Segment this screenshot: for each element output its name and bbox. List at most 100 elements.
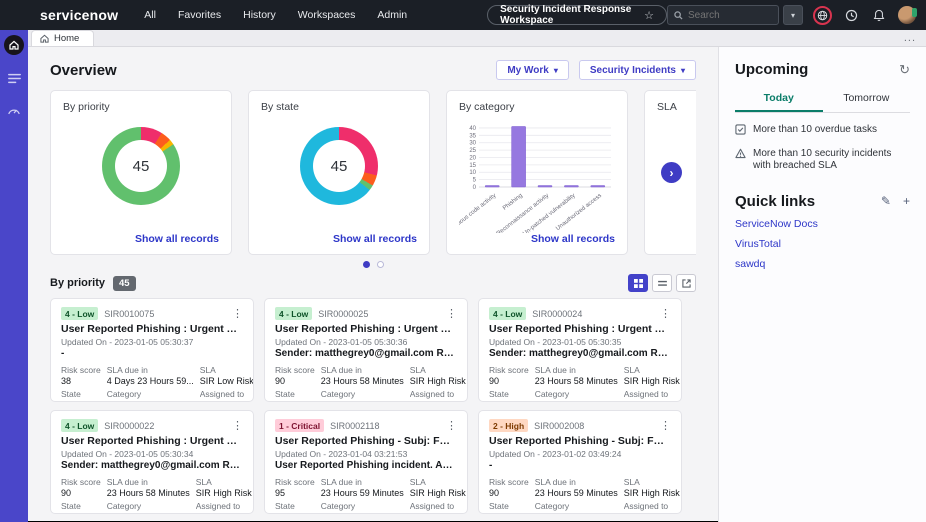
top-nav: servicenow All Favorites History Workspa…	[0, 0, 926, 30]
carousel-next-button[interactable]: ›	[661, 162, 682, 183]
kebab-menu-icon[interactable]: ⋮	[232, 420, 243, 432]
incident-card[interactable]: 4 - Low SIR0000022 ⋮ User Reported Phish…	[50, 410, 254, 514]
upcoming-item[interactable]: More than 10 security incidents with bre…	[735, 148, 910, 173]
state-value: Review	[275, 512, 315, 513]
updated-on: Updated On - 2023-01-05 05:30:35	[489, 337, 622, 347]
show-all-records-link[interactable]: Show all records	[530, 233, 615, 245]
state-value: Review	[489, 400, 529, 401]
carousel-dot-1[interactable]	[362, 261, 370, 268]
by-category-bar-chart[interactable]: 0 5 10 15 20 25 30 35 40 Malicious code activity P…	[459, 117, 615, 233]
category-value: Phishing	[107, 400, 194, 401]
global-search[interactable]	[667, 5, 779, 25]
field-label: SLA	[623, 365, 640, 375]
sla-due-value: 23 Hours 58 Minutes	[106, 488, 190, 498]
kebab-menu-icon[interactable]: ⋮	[232, 308, 243, 320]
updated-on: Updated On - 2023-01-04 03:21:53	[275, 449, 408, 459]
field-label: Risk score	[61, 477, 101, 487]
my-work-button[interactable]: My Work ▾	[496, 60, 569, 80]
record-number: SIR0002118	[330, 420, 380, 431]
field-label: Category	[320, 389, 356, 399]
incident-card[interactable]: 2 - High SIR0002008 ⋮ User Reported Phis…	[478, 410, 682, 514]
right-panel: Upcoming ↻ Today Tomorrow More than 10 o…	[718, 47, 926, 522]
show-all-records-link[interactable]: Show all records	[134, 233, 219, 245]
field-label: Category	[320, 501, 356, 511]
nav-history[interactable]: History	[243, 9, 276, 21]
nav-admin[interactable]: Admin	[377, 9, 408, 21]
sidebar-home-icon[interactable]	[4, 35, 24, 55]
incident-title[interactable]: User Reported Phishing - Subj: FW: Asus …	[489, 435, 671, 447]
incident-title[interactable]: User Reported Phishing : Urgent Your Acc…	[489, 323, 671, 335]
star-icon[interactable]: ☆	[644, 9, 654, 22]
quick-link[interactable]: VirusTotal	[735, 237, 781, 250]
grid-view-button[interactable]	[628, 274, 648, 292]
clock-icon[interactable]	[842, 6, 860, 24]
kebab-menu-icon[interactable]: ⋮	[660, 420, 671, 432]
incident-description: User Reported Phishing incident. Automat…	[275, 460, 457, 471]
kebab-menu-icon[interactable]: ⋮	[446, 308, 457, 320]
workspace-pill-label: Security Incident Response Workspace	[500, 4, 632, 26]
field-label: State	[61, 501, 81, 511]
quick-link[interactable]: ServiceNow Docs	[735, 217, 818, 230]
tab-overflow-menu[interactable]: ...	[903, 32, 916, 44]
my-work-label: My Work	[507, 64, 549, 76]
workspace-pill[interactable]: Security Incident Response Workspace ☆	[487, 4, 667, 26]
open-in-new-button[interactable]	[676, 274, 696, 292]
page-title: Overview	[50, 61, 117, 79]
tab-home[interactable]: Home	[31, 30, 95, 46]
incident-card[interactable]: 4 - Low SIR0000024 ⋮ User Reported Phish…	[478, 298, 682, 402]
security-incidents-button[interactable]: Security Incidents ▾	[578, 60, 696, 80]
assigned-to-value: Peter George	[200, 400, 253, 401]
overview-header: Overview My Work ▾ Security Incidents ▾	[50, 59, 696, 81]
kebab-menu-icon[interactable]: ⋮	[446, 420, 457, 432]
search-scope-dropdown[interactable]: ▾	[783, 5, 803, 25]
priority-badge: 4 - Low	[275, 307, 313, 320]
incident-title[interactable]: User Reported Phishing - Subj: Fw: Secur…	[275, 435, 457, 447]
priority-badge: 1 - Critical	[275, 419, 325, 432]
incident-title[interactable]: User Reported Phishing : Urgent Your Acc…	[61, 435, 243, 447]
quick-link[interactable]: sawdq	[735, 257, 766, 270]
priority-badge: 4 - Low	[61, 419, 99, 432]
field-label: Assigned to	[195, 501, 241, 511]
refresh-icon[interactable]: ↻	[899, 61, 910, 77]
show-all-records-link[interactable]: Show all records	[332, 233, 417, 245]
category-value: Phishing	[321, 400, 404, 401]
globe-ring[interactable]	[813, 5, 832, 25]
incident-card[interactable]: 1 - Critical SIR0002118 ⋮ User Reported …	[264, 410, 468, 514]
tab-today[interactable]: Today	[735, 88, 823, 112]
updated-on: Updated On - 2023-01-05 05:30:36	[275, 337, 408, 347]
upcoming-item[interactable]: More than 10 overdue tasks	[735, 124, 910, 137]
svg-text:0: 0	[473, 185, 477, 191]
updated-on: Updated On - 2023-01-05 05:30:34	[61, 449, 194, 459]
sidebar-list-icon[interactable]	[5, 69, 23, 87]
by-state-donut-chart[interactable]: 45	[300, 127, 378, 205]
incident-card[interactable]: 4 - Low SIR0010075 ⋮ User Reported Phish…	[50, 298, 254, 402]
sla-due-value: 23 Hours 59 Minutes	[534, 488, 618, 498]
nav-favorites[interactable]: Favorites	[177, 9, 222, 21]
svg-text:15: 15	[469, 163, 476, 169]
sla-value: SIR High Risk	[409, 376, 466, 386]
nav-workspaces[interactable]: Workspaces	[297, 9, 356, 21]
field-label: State	[275, 389, 295, 399]
category-value: Phishing	[535, 400, 618, 401]
nav-all[interactable]: All	[144, 9, 156, 21]
kebab-menu-icon[interactable]: ⋮	[660, 308, 671, 320]
incident-title[interactable]: User Reported Phishing : Urgent Your Acc…	[61, 323, 243, 335]
incident-description: Sender: matthegrey0@gmail.com Recipients…	[489, 348, 671, 359]
search-icon	[674, 10, 683, 20]
edit-pencil-icon[interactable]: ✎	[880, 194, 891, 208]
search-input[interactable]	[688, 9, 768, 21]
upcoming-title: Upcoming	[735, 61, 809, 78]
incident-description: -	[61, 348, 65, 359]
notifications-bell-icon[interactable]	[870, 6, 888, 24]
list-view-button[interactable]	[652, 274, 672, 292]
user-avatar[interactable]	[898, 6, 917, 24]
carousel-dot-2[interactable]	[376, 261, 384, 268]
sidebar-gauge-icon[interactable]	[5, 101, 23, 119]
incident-title[interactable]: User Reported Phishing : Urgent Your Acc…	[275, 323, 457, 335]
risk-score-value: 95	[275, 488, 286, 498]
tab-tomorrow[interactable]: Tomorrow	[843, 92, 890, 104]
incident-card[interactable]: 4 - Low SIR0000025 ⋮ User Reported Phish…	[264, 298, 468, 402]
by-priority-donut-chart[interactable]: 45	[102, 127, 180, 205]
add-plus-icon[interactable]: +	[902, 194, 910, 208]
